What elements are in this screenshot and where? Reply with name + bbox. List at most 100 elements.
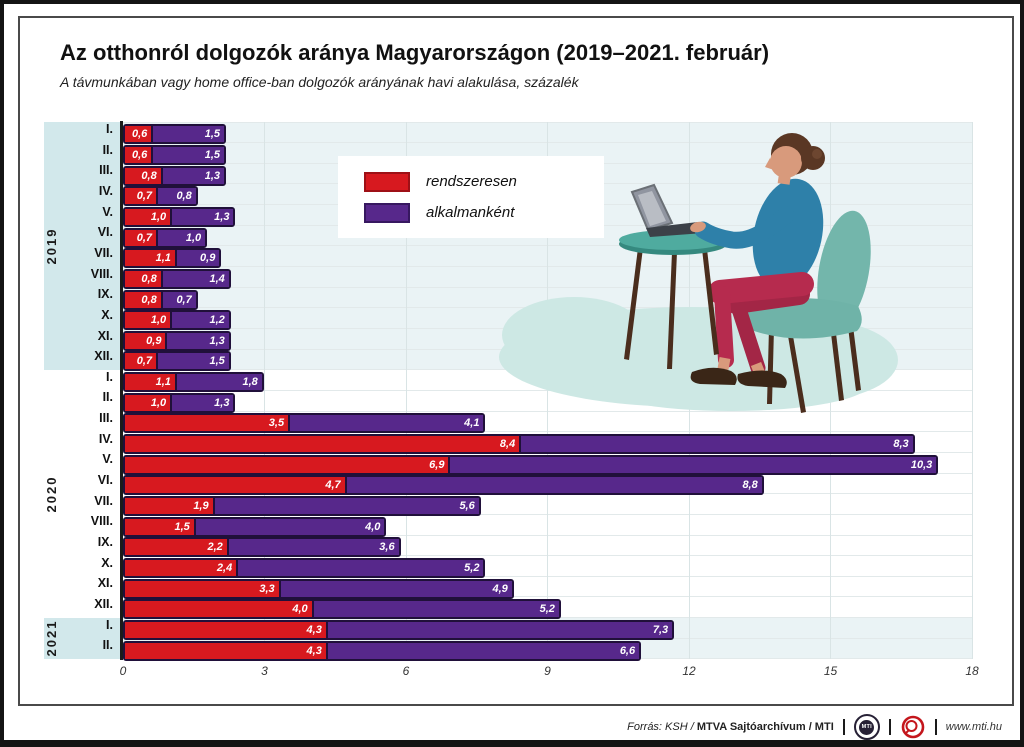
page-subtitle: A távmunkában vagy home office-ban dolgo… (60, 74, 579, 90)
bar-value-label: 2,4 (216, 561, 233, 574)
bar-value-label: 1,8 (242, 376, 258, 389)
bar-value-label: 0,8 (176, 190, 192, 203)
x-tick-label: 12 (682, 664, 696, 678)
month-label: IX. (97, 287, 113, 302)
bar-segment-rendszeresen: 0,9 (125, 332, 168, 349)
bar-segment-alkalmankent: 1,5 (153, 126, 225, 143)
stacked-bar: 0,6 1,5 (123, 144, 227, 165)
bar-value-label: 3,6 (379, 541, 395, 554)
legend-swatch (364, 171, 410, 192)
bar-row-2019-I: I. 0,6 1,5 (44, 122, 972, 145)
month-label: III. (99, 411, 113, 426)
bar-value-label: 0,8 (141, 293, 157, 306)
month-label: IV. (98, 183, 113, 198)
month-label: III. (99, 163, 113, 178)
month-label: II. (102, 142, 113, 157)
bar-segment-rendszeresen: 1,5 (125, 518, 196, 535)
bar-value-label: 0,9 (200, 252, 216, 265)
legend-swatch (364, 202, 410, 223)
bar-row-2019-VII: VII. 1,1 0,9 (44, 245, 972, 269)
bar-value-label: 1,3 (209, 334, 225, 347)
bar-segment-alkalmankent: 5,2 (238, 559, 484, 576)
bar-segment-rendszeresen: 1,1 (125, 374, 177, 391)
bar-row-2020-VII: VII. 1,9 5,6 (44, 494, 972, 516)
bar-value-label: 4,1 (464, 417, 480, 430)
bar-segment-alkalmankent: 1,5 (153, 146, 225, 163)
bar-segment-rendszeresen: 4,0 (125, 601, 314, 618)
bar-row-2019-VIII: VIII. 0,8 1,4 (44, 266, 972, 289)
source-prefix: Forrás: KSH / (627, 721, 694, 733)
bar-value-label: 4,7 (325, 479, 341, 492)
bar-value-label: 3,3 (259, 582, 275, 595)
stacked-bar: 4,3 7,3 (123, 619, 675, 640)
month-label: XII. (94, 596, 113, 611)
month-label: I. (106, 617, 113, 632)
stacked-bar: 0,8 0,7 (123, 289, 198, 310)
footer-separator (888, 719, 891, 735)
bar-value-label: 0,6 (132, 128, 148, 141)
month-label: VIII. (90, 266, 113, 281)
bar-value-label: 1,3 (204, 169, 221, 182)
bar-segment-rendszeresen: 4,3 (125, 621, 328, 638)
bar-segment-alkalmankent: 4,1 (290, 415, 484, 432)
bar-value-label: 1,5 (204, 128, 221, 141)
stacked-bar: 0,7 1,5 (123, 351, 231, 372)
bar-value-label: 8,4 (499, 438, 516, 451)
bar-segment-rendszeresen: 1,0 (125, 394, 173, 411)
stacked-bar: 8,4 8,3 (123, 434, 915, 455)
bar-segment-alkalmankent: 8,3 (521, 436, 913, 453)
month-label: XI. (97, 576, 113, 591)
bar-segment-alkalmankent: 0,7 (162, 291, 196, 308)
bar-value-label: 4,9 (492, 582, 508, 595)
bar-value-label: 5,2 (464, 561, 480, 574)
bar-value-label: 4,0 (365, 520, 381, 533)
month-label: XI. (97, 328, 113, 343)
month-label: XII. (94, 349, 113, 364)
month-label: VI. (97, 225, 113, 240)
stacked-bar: 4,0 5,2 (123, 599, 561, 620)
v-gridline (405, 122, 407, 659)
bar-segment-rendszeresen: 1,9 (125, 498, 215, 514)
bar-segment-alkalmankent: 0,8 (158, 188, 196, 205)
page-title: Az otthonról dolgozók aránya Magyarorszá… (60, 40, 770, 65)
bar-segment-alkalmankent: 1,0 (158, 229, 206, 246)
legend-item-alkalmankent: alkalmanként (364, 202, 604, 223)
bar-segment-alkalmankent: 0,9 (176, 250, 220, 267)
bar-row-2019-VI: VI. 0,7 1,0 (44, 225, 972, 248)
bar-row-2019-IX: IX. 0,8 0,7 (44, 287, 972, 310)
bar-value-label: 6,9 (429, 458, 445, 471)
bar-value-label: 0,7 (176, 293, 192, 306)
bar-segment-rendszeresen: 0,8 (125, 167, 163, 184)
bar-segment-rendszeresen: 0,7 (125, 188, 159, 205)
x-tick-label: 9 (544, 664, 551, 678)
bar-value-label: 0,8 (141, 169, 157, 182)
woman-at-laptop-illustration (499, 133, 898, 413)
month-label: IV. (98, 431, 113, 446)
stacked-bar: 1,5 4,0 (123, 516, 387, 537)
bar-segment-rendszeresen: 3,3 (125, 580, 281, 597)
source-text: Forrás: KSH / MTVA Sajtóarchívum / MTI (627, 721, 834, 733)
footer-separator (934, 719, 937, 735)
v-gridline (264, 122, 265, 659)
bar-row-2020-I: I. 1,1 1,8 (44, 369, 972, 393)
month-label: I. (106, 369, 113, 384)
stacked-bar: 4,7 8,8 (123, 475, 764, 496)
stacked-bar: 1,9 5,6 (123, 496, 481, 516)
bar-value-label: 1,0 (185, 231, 202, 244)
bar-segment-rendszeresen: 8,4 (125, 436, 522, 453)
stacked-bar: 1,0 1,3 (123, 206, 236, 227)
bar-value-label: 4,3 (306, 644, 322, 657)
bar-value-label: 0,8 (141, 272, 157, 285)
bar-segment-alkalmankent: 3,6 (228, 539, 399, 556)
month-label: VII. (94, 245, 113, 260)
bar-value-label: 0,6 (132, 148, 148, 161)
bar-segment-alkalmankent: 6,6 (327, 642, 640, 659)
mti-logo-text: MTI (859, 719, 875, 735)
stacked-bar: 1,0 1,2 (123, 310, 231, 331)
month-label: X. (101, 307, 113, 322)
month-label: X. (101, 555, 113, 570)
x-tick-label: 15 (823, 664, 838, 678)
bar-value-label: 1,5 (204, 148, 221, 161)
stacked-bar: 0,7 1,0 (123, 227, 208, 248)
woman (690, 178, 824, 388)
